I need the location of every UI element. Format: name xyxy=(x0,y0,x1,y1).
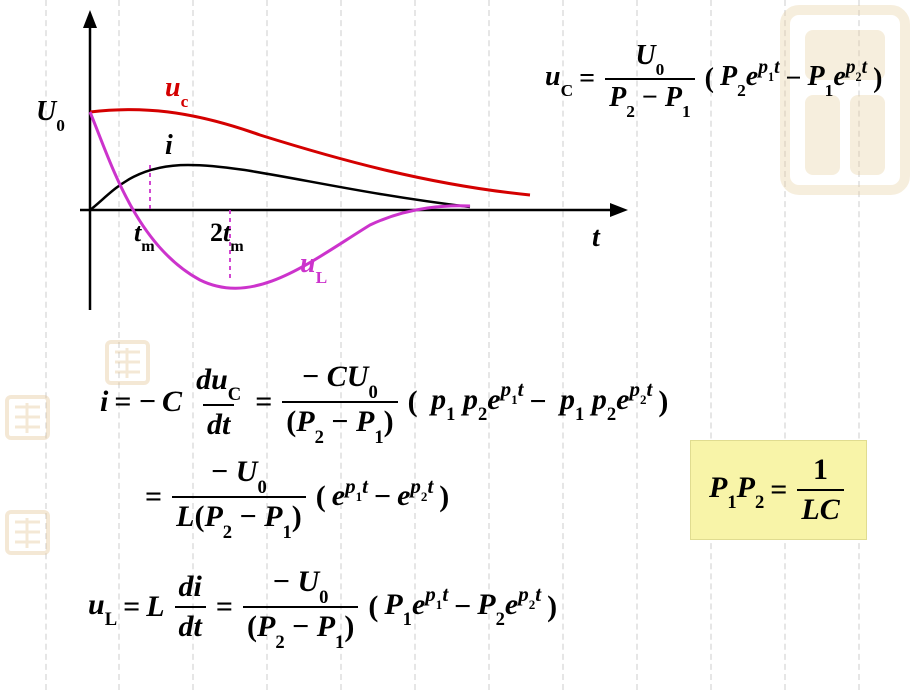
i-curve-label: i xyxy=(165,130,173,162)
ul-curve-label: uL xyxy=(300,248,327,284)
two-tm-label: 2tm xyxy=(210,218,244,252)
uc-curve-label: uc xyxy=(165,72,188,108)
seal-watermark-icon xyxy=(5,395,50,440)
y-axis-label: U0 xyxy=(36,96,65,132)
p1p2-highlight-box: P1P2 = 1 LC xyxy=(690,440,867,540)
i-curve xyxy=(90,165,470,210)
i-equation-line1: i = − C duC dt = − CU0 (P2 − P1) ( p1 p2… xyxy=(100,360,668,444)
i-equation-line2: = − U0 L(P2 − P1) ( ep1t − ep2t ) xyxy=(145,455,449,539)
ul-equation: uL = L di dt = − U0 (P2 − P1) ( P1ep1t −… xyxy=(88,565,557,649)
seal-watermark-icon xyxy=(5,510,50,555)
uc-equation: uC = U0 P2 − P1 ( P2ep1t − P1ep2t ) xyxy=(545,40,882,117)
x-axis-label: t xyxy=(592,222,600,254)
tm-label: tm xyxy=(134,218,155,252)
